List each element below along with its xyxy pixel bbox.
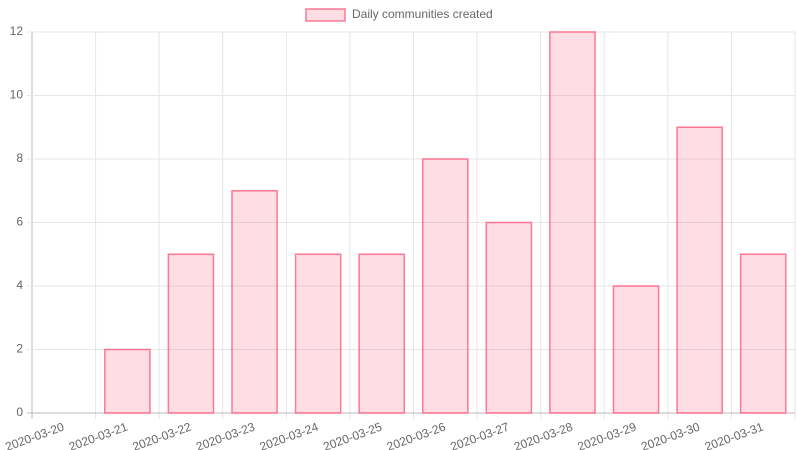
x-tick-label: 2020-03-24 [258,420,321,450]
x-tick-label: 2020-03-31 [703,420,766,450]
x-tick-label: 2020-03-21 [67,420,130,450]
y-tick-label: 10 [10,88,24,102]
x-tick-label: 2020-03-22 [131,420,194,450]
bar [358,253,406,414]
bar [676,126,723,414]
y-tick-label: 6 [16,215,23,229]
x-tick-label: 2020-03-27 [449,420,512,450]
bar [104,348,151,414]
bar [485,221,533,414]
bar [612,285,660,414]
x-tick-label: 2020-03-26 [385,420,448,450]
x-tick-label: 2020-03-30 [639,420,702,450]
bar [231,190,278,414]
y-tick-label: 8 [16,151,23,165]
bar [421,158,469,414]
bar [167,253,215,414]
bar [739,253,787,414]
x-tick-label: 2020-03-28 [512,420,575,450]
bar [549,31,596,414]
y-tick-label: 2 [16,342,23,356]
y-tick-label: 12 [10,24,24,38]
legend-swatch [305,8,346,22]
bar [294,253,342,414]
legend-label: Daily communities created [352,7,493,21]
x-tick-label: 2020-03-20 [3,420,66,450]
x-tick-label: 2020-03-29 [576,420,639,450]
x-tick-label: 2020-03-23 [194,420,257,450]
x-tick-label: 2020-03-25 [321,420,384,450]
y-tick-label: 0 [16,405,23,419]
y-tick-label: 4 [16,278,23,292]
